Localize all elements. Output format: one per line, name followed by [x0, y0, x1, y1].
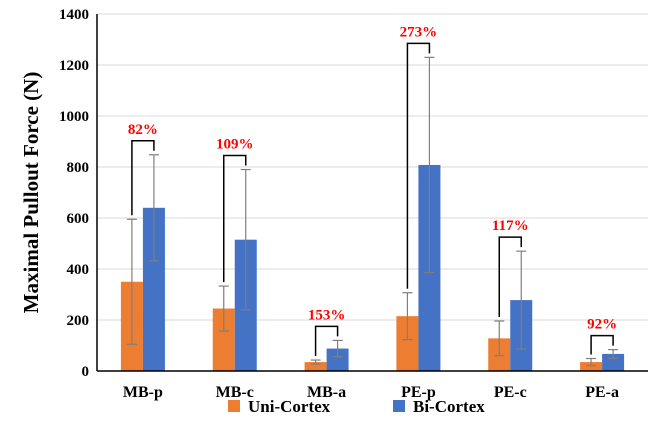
comparison-bracket	[590, 334, 614, 355]
x-tick-label: MB-p	[123, 384, 163, 401]
error-bars	[126, 56, 619, 367]
y-tick-label: 1400	[59, 7, 89, 23]
y-tick-label: 600	[67, 211, 90, 227]
bar-bi-cortex	[142, 207, 165, 371]
percent-increase-label: 117%	[492, 218, 529, 234]
y-tick-label: 200	[67, 313, 90, 329]
x-tick-label: PE-p	[401, 384, 436, 401]
y-tick-label: 800	[67, 160, 90, 176]
x-tick-label: PE-a	[585, 384, 619, 401]
comparison-bracket	[131, 140, 155, 216]
y-tick-label: 0	[82, 364, 90, 380]
bars	[120, 164, 625, 371]
y-tick-label: 1200	[59, 58, 89, 74]
x-tick-label: MB-c	[216, 384, 254, 401]
y-tick-label: 400	[67, 262, 90, 278]
gridlines	[97, 13, 648, 321]
comparison-bracket	[406, 42, 431, 289]
percent-increase-label: 82%	[128, 122, 158, 138]
bar-uni-cortex	[212, 308, 235, 371]
y-tick-label: 1000	[59, 109, 89, 125]
bar-uni-cortex	[396, 316, 419, 371]
legend: Uni-Cortex Bi-Cortex	[228, 397, 485, 416]
percent-increase-label: 273%	[400, 24, 438, 40]
percent-increase-label: 92%	[587, 317, 617, 333]
annotations: 82% 109% 153% 273% 117% 92%	[128, 24, 617, 357]
bar-uni-cortex	[304, 362, 327, 371]
x-tick-label: MB-a	[307, 384, 346, 401]
legend-label: Bi-Cortex	[413, 397, 485, 416]
bar-bi-cortex	[602, 353, 625, 371]
comparison-bracket	[223, 154, 247, 283]
legend-swatch-uni-cortex	[228, 400, 240, 412]
comparison-bracket	[498, 236, 522, 318]
bar-uni-cortex	[580, 362, 603, 371]
x-tick-label: PE-c	[494, 384, 527, 401]
y-axis-title: Maximal Pullout Force (N)	[19, 72, 43, 314]
percent-increase-label: 109%	[216, 137, 254, 153]
legend-label: Uni-Cortex	[248, 397, 331, 416]
percent-increase-label: 153%	[308, 307, 346, 323]
legend-swatch-bi-cortex	[393, 400, 405, 412]
axes: 0 200 400 600 800 1000 1200 1400 Maximal Pullout…	[19, 7, 648, 401]
bar-bi-cortex	[326, 348, 349, 371]
comparison-bracket	[314, 325, 339, 357]
